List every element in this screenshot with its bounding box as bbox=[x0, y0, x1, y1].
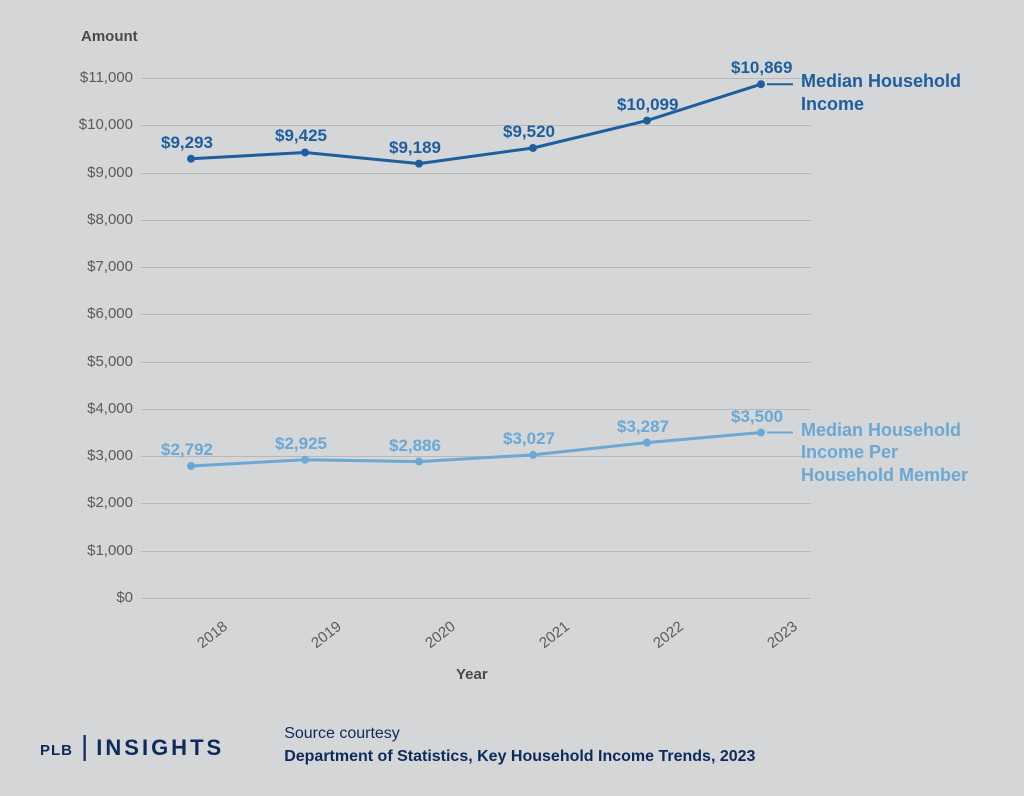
logo-plb-text: PLB bbox=[40, 742, 73, 759]
series-marker bbox=[529, 451, 537, 459]
series-marker bbox=[757, 429, 765, 437]
data-label: $9,189 bbox=[389, 138, 441, 158]
data-label: $9,293 bbox=[161, 133, 213, 153]
series-marker bbox=[187, 462, 195, 470]
series-marker bbox=[643, 117, 651, 125]
series-marker bbox=[643, 439, 651, 447]
series-marker bbox=[301, 456, 309, 464]
data-label: $3,500 bbox=[731, 407, 783, 427]
logo-insights-text: INSIGHTS bbox=[96, 735, 224, 761]
series-marker bbox=[415, 160, 423, 168]
data-label: $2,792 bbox=[161, 440, 213, 460]
data-label: $9,425 bbox=[275, 126, 327, 146]
series-marker bbox=[187, 155, 195, 163]
source-heading: Source courtesy bbox=[284, 723, 755, 745]
brand-logo: PLB | INSIGHTS bbox=[40, 730, 224, 762]
data-label: $3,287 bbox=[617, 417, 669, 437]
chart-svg bbox=[0, 0, 1024, 796]
series-marker bbox=[529, 144, 537, 152]
data-label: $10,099 bbox=[617, 95, 678, 115]
data-label: $9,520 bbox=[503, 122, 555, 142]
logo-separator: | bbox=[81, 730, 88, 762]
data-label: $3,027 bbox=[503, 429, 555, 449]
data-label: $2,886 bbox=[389, 436, 441, 456]
series-marker bbox=[415, 458, 423, 466]
source-citation: Source courtesy Department of Statistics… bbox=[284, 723, 755, 768]
data-label: $10,869 bbox=[731, 58, 792, 78]
footer: PLB | INSIGHTS Source courtesy Departmen… bbox=[40, 723, 755, 768]
series-legend-median_household_income_per_member: Median Household Income Per Household Me… bbox=[801, 419, 981, 487]
source-body: Department of Statistics, Key Household … bbox=[284, 746, 755, 768]
series-marker bbox=[301, 148, 309, 156]
series-marker bbox=[757, 80, 765, 88]
series-legend-median_household_income: Median Household Income bbox=[801, 70, 981, 115]
data-label: $2,925 bbox=[275, 434, 327, 454]
